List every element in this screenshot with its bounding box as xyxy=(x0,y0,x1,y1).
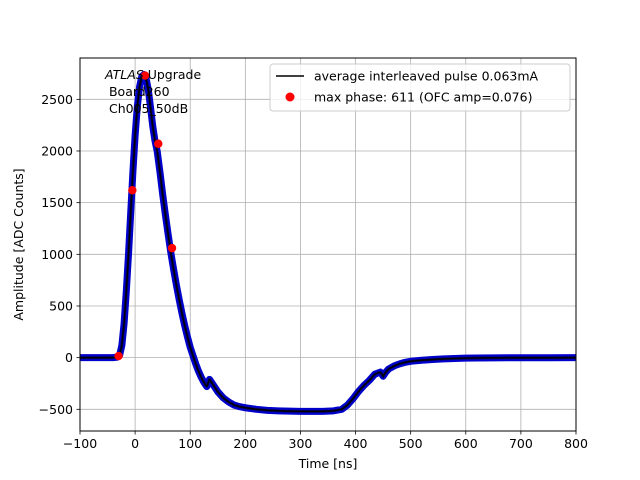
x-axis-label: Time [ns] xyxy=(298,456,358,471)
y-tick-label: 500 xyxy=(49,298,73,313)
annotation-line1: ATLAS Upgrade xyxy=(104,67,201,82)
x-tick-label: 200 xyxy=(233,436,257,451)
x-tick-label: 0 xyxy=(131,436,139,451)
max-phase-point xyxy=(140,71,150,80)
legend-box xyxy=(269,63,571,112)
legend-marker-swatch xyxy=(285,92,295,102)
y-tick-label: 0 xyxy=(65,350,73,365)
annotation-board: Board260 xyxy=(105,84,170,99)
x-tick-label: 100 xyxy=(178,436,202,451)
ticks: −100 0 100 200 300 400 500 600 700 800 −500 0 500 100… xyxy=(39,92,588,451)
legend: average interleaved pulse 0.063mA max ph… xyxy=(269,63,571,112)
x-tick-label: 400 xyxy=(344,436,368,451)
x-tick-label: −100 xyxy=(63,436,97,451)
plot-frame xyxy=(79,57,577,432)
x-tick-label: 600 xyxy=(454,436,478,451)
annotation-atlas: ATLAS xyxy=(104,67,144,82)
y-tick-label: 1500 xyxy=(41,195,73,210)
max-phase-point xyxy=(128,186,137,195)
x-tick-label: 500 xyxy=(399,436,423,451)
max-phase-point xyxy=(114,351,123,361)
max-phase-point xyxy=(154,139,163,148)
y-tick-label: −500 xyxy=(39,402,73,417)
annotation-channel: Ch005_50dB xyxy=(105,101,188,116)
series-layer xyxy=(80,71,576,415)
y-tick-label: 2000 xyxy=(41,143,73,158)
y-axis-label: Amplitude [ADC Counts] xyxy=(11,168,26,320)
legend-label-pulse: average interleaved pulse 0.063mA xyxy=(314,69,539,84)
y-tick-label: 1000 xyxy=(41,247,73,262)
x-tick-label: 800 xyxy=(564,436,588,451)
max-phase-point xyxy=(167,243,177,253)
x-tick-label: 700 xyxy=(509,436,533,451)
y-tick-label: 2500 xyxy=(41,92,73,107)
legend-label-max-phase: max phase: 611 (OFC amp=0.076) xyxy=(314,90,532,105)
x-tick-label: 300 xyxy=(289,436,313,451)
atlas-annotation: ATLAS Upgrade Board260 Ch005_50dB xyxy=(104,67,201,116)
annotation-upgrade: Upgrade xyxy=(144,67,202,82)
